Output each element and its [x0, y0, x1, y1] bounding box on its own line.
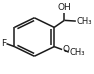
Text: CH₃: CH₃	[69, 48, 85, 57]
Text: OH: OH	[58, 3, 72, 12]
Text: F: F	[1, 39, 6, 48]
Text: CH₃: CH₃	[76, 17, 92, 26]
Text: O: O	[63, 45, 70, 54]
